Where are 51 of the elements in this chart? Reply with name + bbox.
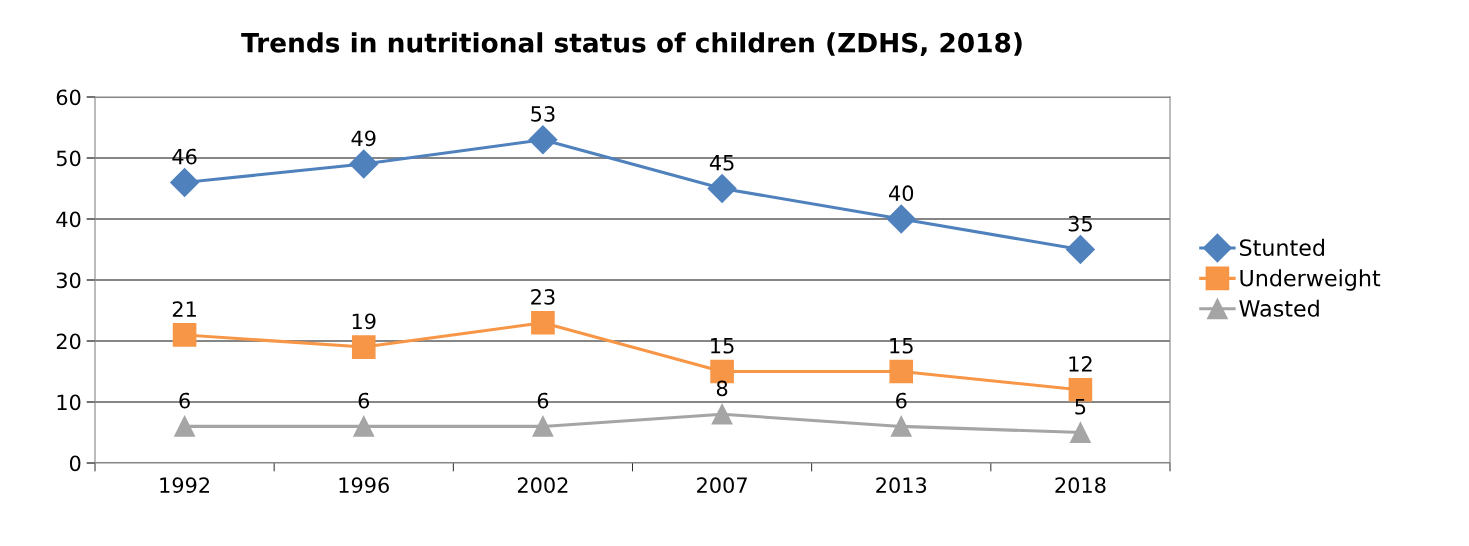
legend-label: Wasted xyxy=(1239,299,1319,317)
y-tick-label: 40 xyxy=(56,211,81,228)
data-label: 23 xyxy=(531,289,555,305)
point xyxy=(172,323,197,347)
y-tick-label: 30 xyxy=(56,272,81,289)
x-tick-label: 1992 xyxy=(160,477,210,494)
point xyxy=(353,415,375,437)
data-label: 35 xyxy=(1068,215,1092,232)
x-tick-label: 2018 xyxy=(1055,477,1106,494)
data-label: 40 xyxy=(889,185,914,202)
point xyxy=(889,359,914,384)
chart-title: Trends in nutritional status of children (ZDHS, 2018) xyxy=(241,32,1022,57)
legend-label: Underweight xyxy=(1240,269,1381,291)
y-tick-label: 50 xyxy=(56,150,81,167)
data-label: 8 xyxy=(716,380,728,397)
data-label: 53 xyxy=(531,106,555,122)
point xyxy=(351,335,376,359)
point xyxy=(531,310,555,335)
point xyxy=(886,204,916,234)
data-label: 49 xyxy=(351,130,376,147)
x-tick-label: 2007 xyxy=(697,477,747,494)
point xyxy=(707,174,737,203)
point xyxy=(890,415,912,437)
data-label: 5 xyxy=(1075,399,1086,415)
y-tick-label: 0 xyxy=(69,455,81,472)
x-tick-label: 2013 xyxy=(876,477,927,494)
y-tick-label: 20 xyxy=(56,333,81,350)
point xyxy=(528,125,558,155)
point xyxy=(174,415,196,437)
data-label: 46 xyxy=(172,148,197,165)
data-label: 21 xyxy=(172,301,196,317)
data-label: 6 xyxy=(896,392,907,409)
data-label: 6 xyxy=(358,392,370,409)
data-label: 15 xyxy=(711,338,734,354)
point xyxy=(1069,422,1091,443)
data-label: 15 xyxy=(890,338,913,354)
data-label: 12 xyxy=(1069,356,1092,372)
point xyxy=(532,415,554,437)
legend-label: Stunted xyxy=(1239,238,1324,257)
x-tick-label: 1996 xyxy=(339,477,389,494)
point xyxy=(349,149,379,179)
x-tick-label: 2002 xyxy=(517,477,568,494)
point xyxy=(170,167,200,197)
y-tick-label: 60 xyxy=(56,89,81,106)
data-label: 6 xyxy=(179,392,190,409)
data-label: 6 xyxy=(537,392,549,409)
point xyxy=(1065,235,1095,264)
point xyxy=(711,403,733,425)
data-label: 19 xyxy=(352,313,376,330)
data-label: 45 xyxy=(709,155,734,171)
y-tick-label: 10 xyxy=(57,394,81,411)
